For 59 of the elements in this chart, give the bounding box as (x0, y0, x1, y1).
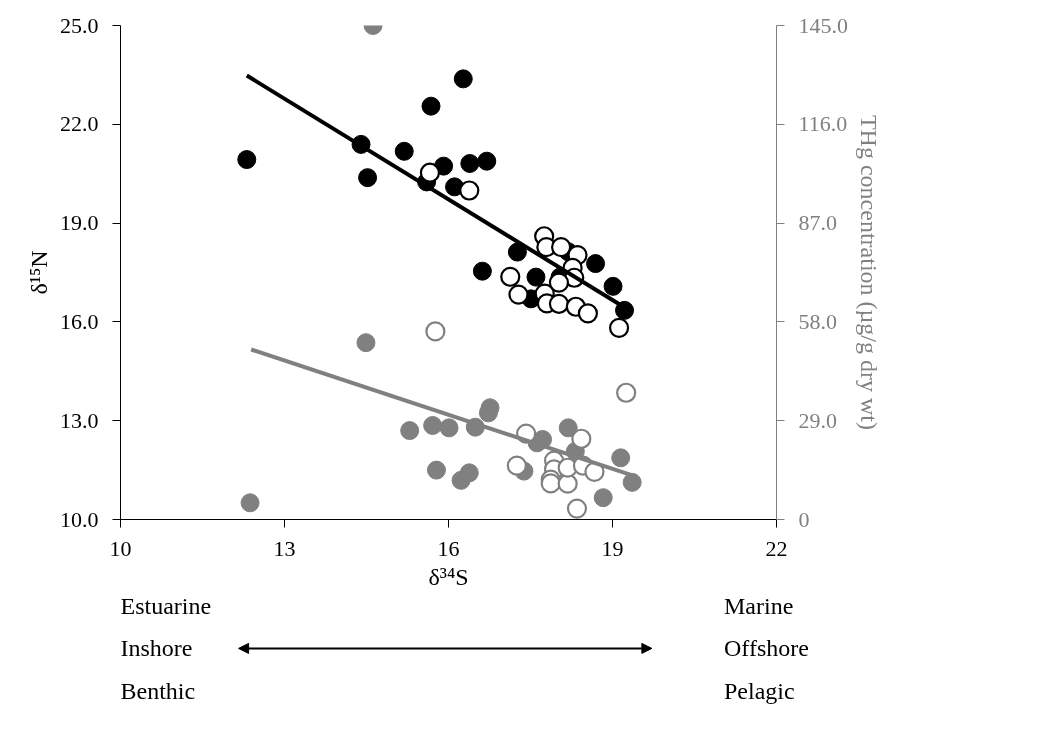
y2-axis-title: THg concentration (µg/g dry wt) (856, 114, 882, 431)
point (616, 382, 637, 403)
point (586, 254, 606, 274)
point (477, 151, 497, 171)
point (453, 69, 473, 89)
point (603, 276, 623, 296)
x-axis-title: δ³⁴S (428, 563, 469, 590)
y2-tick-label: 29.0 (798, 407, 837, 433)
point (425, 321, 446, 342)
x-tick-label: 16 (437, 535, 460, 561)
point (421, 96, 441, 116)
point (608, 317, 630, 338)
text: Marine Offshore Pelagic (724, 592, 809, 705)
point (558, 418, 578, 438)
y2-tick-label: 145.0 (798, 12, 848, 38)
point (571, 428, 592, 449)
x-tick-label: 10 (109, 535, 132, 561)
x-tick-label: 19 (601, 535, 624, 561)
text: Estuarine Inshore Benthic (120, 592, 212, 705)
point (423, 415, 443, 435)
point (419, 162, 441, 183)
y-tick-label: 10.0 (60, 506, 99, 532)
y-tick-label: 19.0 (60, 210, 99, 236)
point (548, 272, 570, 293)
point (400, 421, 420, 441)
y-tick-label: 16.0 (60, 308, 99, 334)
point (426, 460, 446, 480)
point (615, 300, 635, 320)
point (459, 180, 480, 201)
point (508, 284, 529, 305)
y-tick-label: 13.0 (60, 407, 99, 433)
point (358, 168, 378, 188)
y-tick-label: 22.0 (60, 111, 99, 137)
point (240, 493, 260, 513)
y-axis-title: δ¹⁵N (26, 250, 52, 295)
y2-tick-label: 0 (798, 506, 810, 532)
point (526, 267, 546, 287)
point (472, 261, 492, 281)
y-tick-label: 25.0 (60, 12, 99, 38)
point (500, 266, 521, 287)
point (439, 418, 459, 438)
y2-tick-label: 58.0 (798, 308, 837, 334)
point (593, 488, 613, 508)
y2-tick-label: 116.0 (798, 111, 848, 137)
point (506, 455, 527, 476)
point (622, 472, 642, 492)
point (548, 293, 570, 314)
x-tick-label: 22 (765, 535, 788, 561)
point (507, 242, 527, 262)
point (237, 150, 257, 170)
y2-tick-label: 87.0 (798, 210, 837, 236)
point (611, 448, 631, 468)
point (460, 154, 480, 173)
point (356, 333, 376, 353)
point (451, 470, 471, 490)
point (394, 141, 414, 161)
point (577, 303, 598, 324)
x-tick-label: 13 (273, 535, 296, 561)
point (566, 498, 588, 519)
